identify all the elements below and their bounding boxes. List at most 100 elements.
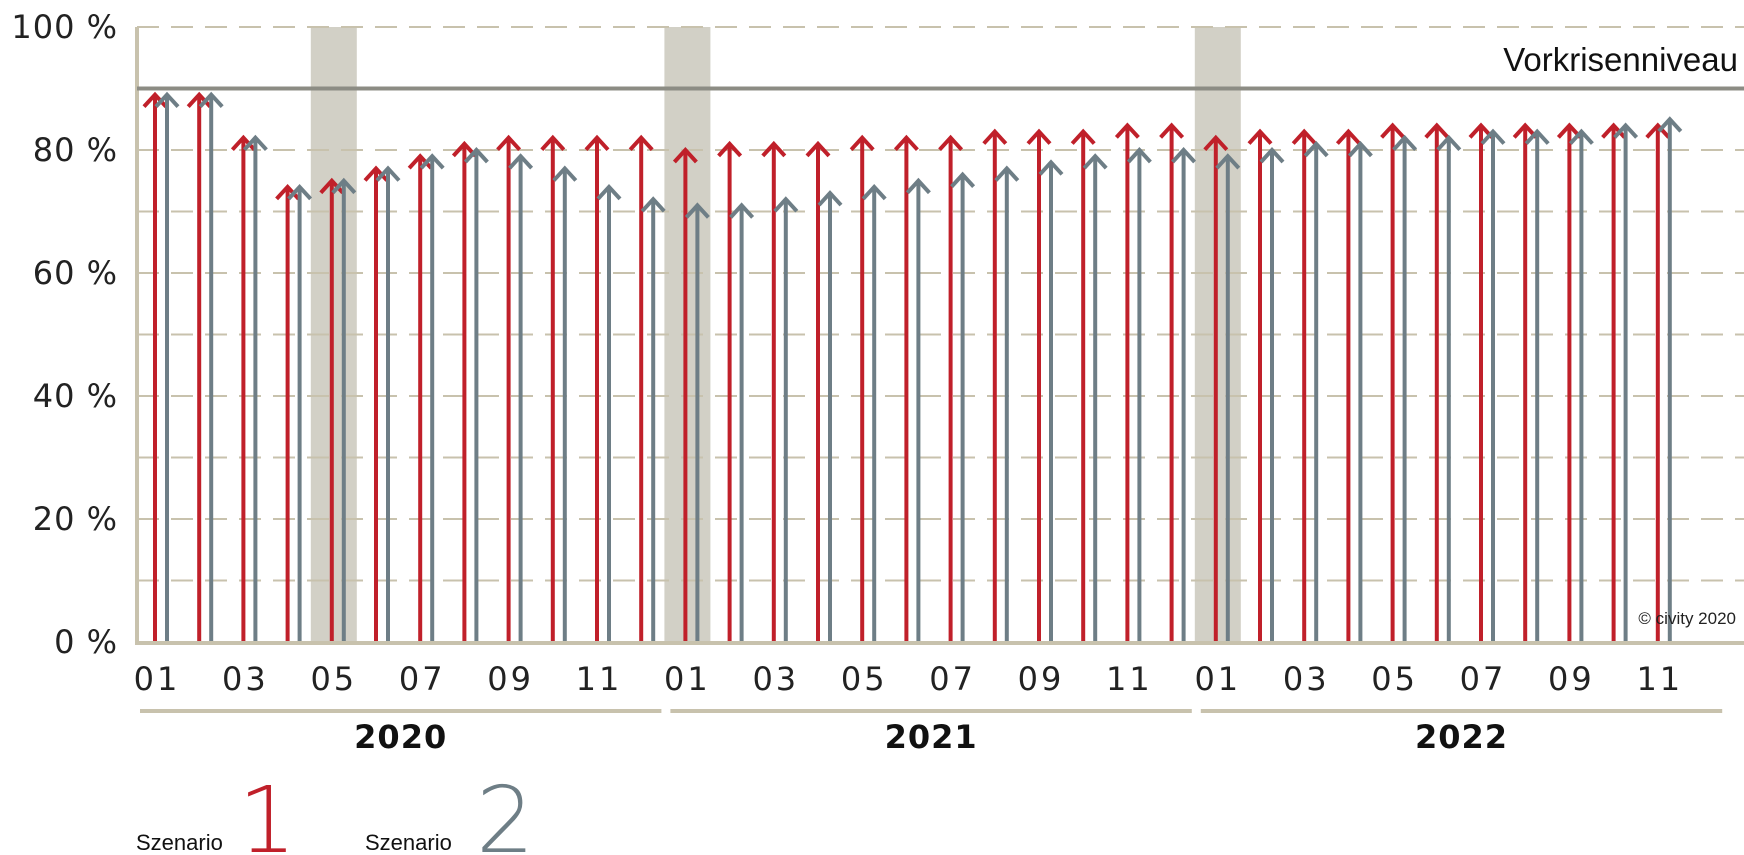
- y-tick-label: 100 %: [11, 8, 118, 46]
- bar-s2-2022-05: [1392, 134, 1418, 642]
- bar-s1-2020-01: [142, 91, 168, 642]
- x-tick-label: 07: [399, 660, 446, 698]
- x-tick-label: 11: [576, 660, 623, 698]
- bar-s1-2022-10: [1601, 122, 1627, 642]
- bar-s2-2020-10: [552, 165, 578, 642]
- bar-s2-2020-12: [640, 196, 666, 642]
- copyright-note: © civity 2020: [1638, 609, 1736, 628]
- legend-item-1: Szenario 1: [136, 767, 297, 855]
- bar-s2-2020-01: [154, 91, 180, 642]
- bar-s1-2020-02: [186, 91, 212, 642]
- bar-s2-2021-04: [817, 190, 843, 642]
- bar-s1-2020-04: [275, 183, 301, 642]
- x-tick-label: 09: [1018, 660, 1065, 698]
- bar-s2-2020-07: [419, 153, 445, 642]
- bar-s1-2021-04: [805, 140, 831, 642]
- bar-s2-2020-11: [596, 183, 622, 642]
- bar-s2-2022-07: [1480, 128, 1506, 642]
- bar-s1-2020-10: [540, 134, 566, 642]
- bar-s1-2020-08: [451, 140, 477, 642]
- bar-s1-2021-01: [672, 147, 698, 642]
- x-tick-label: 01: [1194, 660, 1241, 698]
- bars: [142, 91, 1683, 642]
- bar-s2-2022-02: [1259, 147, 1285, 642]
- bar-s1-2022-06: [1424, 122, 1450, 642]
- bar-s1-2022-02: [1247, 128, 1273, 642]
- bar-s1-2021-02: [717, 140, 743, 642]
- bar-s2-2021-09: [1038, 159, 1064, 642]
- legend-number: 1: [238, 767, 297, 855]
- legend-number: 2: [476, 767, 535, 855]
- bar-s1-2021-05: [849, 134, 875, 642]
- bar-s2-2020-09: [508, 153, 534, 642]
- year-label-2020: 2020: [354, 718, 447, 756]
- y-tick-label: 40 %: [33, 377, 118, 415]
- x-tick-label: 05: [841, 660, 888, 698]
- bar-s2-2022-01: [1215, 153, 1241, 642]
- bar-s2-2022-10: [1613, 122, 1639, 642]
- bar-s1-2021-11: [1114, 122, 1140, 642]
- year-label-2022: 2022: [1415, 718, 1508, 756]
- bar-s1-2021-03: [761, 140, 787, 642]
- bar-s2-2021-03: [773, 196, 799, 642]
- bar-s2-2021-05: [861, 183, 887, 642]
- x-tick-label: 07: [929, 660, 976, 698]
- bar-s1-2022-01: [1203, 134, 1229, 642]
- bar-s1-2020-06: [363, 165, 389, 642]
- bar-s1-2022-07: [1468, 122, 1494, 642]
- bar-s2-2020-05: [331, 177, 357, 642]
- y-tick-label: 20 %: [33, 500, 118, 538]
- gridlines: [135, 26, 1744, 643]
- bar-s1-2022-08: [1512, 122, 1538, 642]
- bar-s1-2021-06: [893, 134, 919, 642]
- bar-s2-2021-01: [684, 202, 710, 642]
- bar-s2-2022-06: [1436, 134, 1462, 642]
- bar-s1-2021-08: [982, 128, 1008, 642]
- bar-s2-2021-11: [1126, 147, 1152, 642]
- bar-s2-2020-02: [198, 91, 224, 642]
- bar-s1-2022-05: [1380, 122, 1406, 642]
- x-axis: 01 03 05 07 09 11 01 03 05 07 09 11 01 03 05 07 09 11 2020…: [134, 641, 1744, 756]
- bar-s2-2021-08: [994, 165, 1020, 642]
- reference-line-label: Vorkrisenniveau: [1503, 41, 1738, 78]
- y-tick-label: 0 %: [54, 623, 118, 661]
- bar-s1-2021-09: [1026, 128, 1052, 642]
- x-tick-label: 01: [664, 660, 711, 698]
- bar-s1-2021-07: [938, 134, 964, 642]
- bar-s1-2020-07: [407, 153, 433, 642]
- bar-s1-2021-10: [1070, 128, 1096, 642]
- bar-s1-2020-03: [230, 134, 256, 642]
- x-tick-label: 09: [487, 660, 534, 698]
- x-tick-label: 07: [1460, 660, 1507, 698]
- bar-s2-2022-11: [1657, 116, 1683, 642]
- bar-s1-2022-04: [1335, 128, 1361, 642]
- bar-s1-2020-11: [584, 134, 610, 642]
- bar-s2-2020-08: [463, 147, 489, 642]
- bar-s1-2022-11: [1645, 122, 1671, 642]
- x-tick-label: 09: [1548, 660, 1595, 698]
- year-label-2021: 2021: [885, 718, 978, 756]
- legend: Szenario 1 Szenario 2: [136, 767, 535, 855]
- x-tick-label: 01: [134, 660, 181, 698]
- bar-s2-2021-12: [1171, 147, 1197, 642]
- x-tick-label: 11: [1106, 660, 1153, 698]
- y-tick-label: 60 %: [33, 254, 118, 292]
- legend-item-2: Szenario 2: [365, 767, 535, 855]
- bar-s2-2021-10: [1082, 153, 1108, 642]
- y-tick-label: 80 %: [33, 131, 118, 169]
- bar-s1-2022-03: [1291, 128, 1317, 642]
- bar-s2-2022-08: [1524, 128, 1550, 642]
- bar-s1-2021-12: [1159, 122, 1185, 642]
- bar-s1-2020-09: [496, 134, 522, 642]
- x-tick-label: 05: [1371, 660, 1418, 698]
- bar-s2-2020-06: [375, 165, 401, 642]
- x-tick-label: 03: [1283, 660, 1330, 698]
- x-tick-label: 05: [310, 660, 357, 698]
- bar-s2-2020-03: [242, 134, 268, 642]
- x-tick-label: 03: [752, 660, 799, 698]
- bar-s2-2020-04: [287, 183, 313, 642]
- bar-s1-2022-09: [1556, 122, 1582, 642]
- bar-s2-2021-06: [905, 177, 931, 642]
- bar-s2-2021-02: [729, 202, 755, 642]
